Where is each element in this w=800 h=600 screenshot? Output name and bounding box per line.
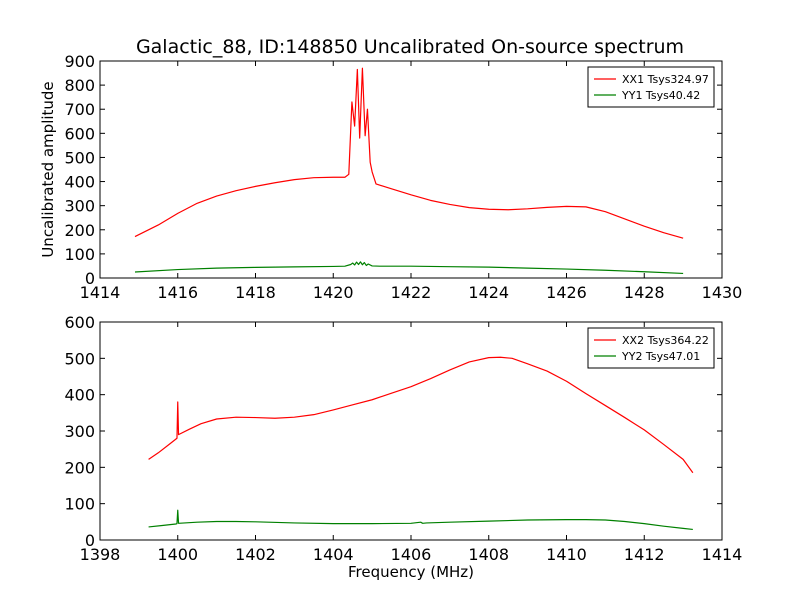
y-tick-label: 100: [64, 495, 95, 514]
legend: XX1 Tsys324.97 YY1 Tsys40.42: [587, 66, 715, 108]
y-tick-label: 200: [64, 221, 95, 240]
x-axis-label: Frequency (MHz): [348, 563, 474, 581]
legend-entry-label: XX1 Tsys324.97: [622, 73, 709, 86]
x-tick-label: 1416: [157, 283, 198, 302]
x-tick-label: 1412: [624, 545, 665, 564]
y-tick-label: 600: [64, 124, 95, 143]
x-tick-label: 1398: [80, 545, 121, 564]
chart-title: Galactic_88, ID:148850 Uncalibrated On-s…: [136, 36, 684, 58]
x-tick-label: 1418: [235, 283, 276, 302]
x-tick-label: 1404: [313, 545, 354, 564]
y-tick-label: 400: [64, 173, 95, 192]
y-tick-label: 500: [64, 349, 95, 368]
x-tick-label: 1428: [624, 283, 665, 302]
y-tick-label: 300: [64, 422, 95, 441]
y-tick-label: 400: [64, 386, 95, 405]
y-axis-label: Uncalibrated amplitude: [39, 81, 57, 257]
x-tick-label: 1424: [468, 283, 509, 302]
legend-box: [587, 327, 715, 369]
series-line-green: [134, 261, 684, 275]
series-line-green: [148, 509, 693, 531]
y-tick-label: 700: [64, 100, 95, 119]
x-tick-label: 1400: [157, 545, 198, 564]
y-tick-label: 300: [64, 197, 95, 216]
x-tick-label: 1422: [391, 283, 432, 302]
legend-entry-label: XX2 Tsys364.22: [622, 334, 709, 347]
top-plot: 1414 1416 1418 1420 1422 1424 1426 1428 1430 0 100…: [39, 52, 742, 302]
y-tick-label: 100: [64, 245, 95, 264]
y-tick-label: 800: [64, 76, 95, 95]
x-tick-label: 1406: [391, 545, 432, 564]
x-tick-label: 1402: [235, 545, 276, 564]
x-tick-label: 1414: [702, 545, 743, 564]
x-tick-label: 1420: [313, 283, 354, 302]
legend: XX2 Tsys364.22 YY2 Tsys47.01: [587, 327, 715, 369]
y-tick-label: 0: [85, 269, 95, 288]
y-tick-label: 0: [85, 531, 95, 550]
x-tick-label: 1430: [702, 283, 743, 302]
y-tick-label: 500: [64, 148, 95, 167]
series-line-red: [148, 356, 694, 474]
legend-entry-label: YY2 Tsys47.01: [621, 350, 700, 363]
x-tick-label: 1426: [546, 283, 587, 302]
x-tick-label: 1414: [80, 283, 121, 302]
x-tick-label: 1410: [546, 545, 587, 564]
y-tick-label: 900: [64, 52, 95, 71]
legend-entry-label: YY1 Tsys40.42: [621, 89, 700, 102]
bottom-plot: 1398 1400 1402 1404 1406 1408 1410 1412 1414 0 100…: [64, 313, 742, 581]
legend-box: [587, 66, 715, 108]
y-tick-label: 200: [64, 458, 95, 477]
series-line-red: [134, 67, 684, 239]
x-tick-label: 1408: [468, 545, 509, 564]
y-tick-label: 600: [64, 313, 95, 332]
